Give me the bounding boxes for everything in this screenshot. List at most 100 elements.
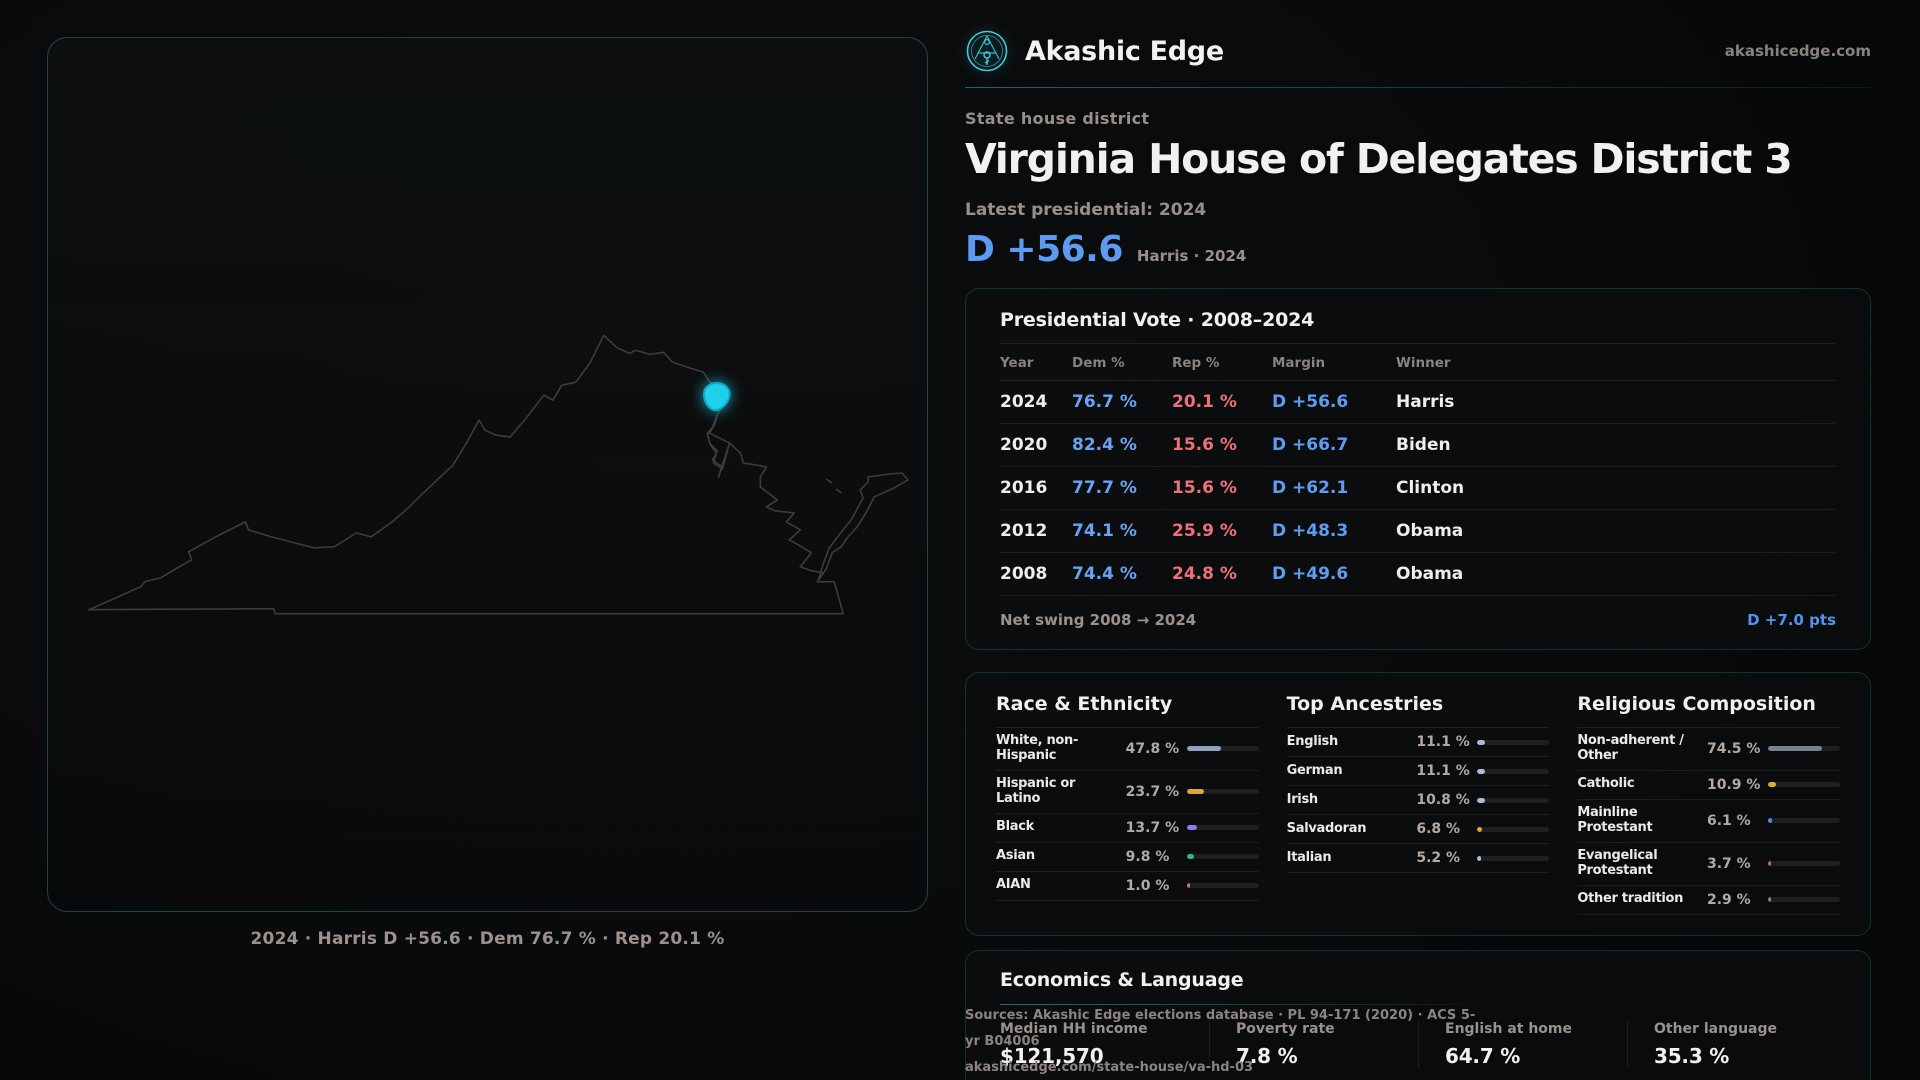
bay-islands [825, 478, 842, 494]
virginia-outline [88, 334, 844, 615]
econ-stat-1: Poverty rate 7.8 % [1209, 1020, 1418, 1068]
demo-row-race: Hispanic or Latino 23.7 % [996, 771, 1259, 814]
demo-bar-track [1186, 825, 1259, 831]
demo-bar-track [1477, 797, 1550, 803]
demo-bar-track [1186, 789, 1259, 795]
akashic-emblem-icon [966, 30, 1008, 72]
demo-bar-track [1477, 768, 1550, 774]
demo-value: 1.0 % [1125, 877, 1170, 894]
demo-bar-fill [1767, 861, 1771, 867]
demo-label: Other tradition [1577, 891, 1684, 907]
pres-winner: Clinton [1396, 478, 1465, 498]
demo-row-ancestries: Italian 5.2 % [1286, 844, 1550, 873]
pres-year: 2012 [1000, 521, 1048, 541]
demo-bar-track [1186, 746, 1259, 752]
pres-table-row: 2008 74.4 % 24.8 % D +49.6 Obama [1000, 553, 1836, 596]
econ-stat-label: English at home [1445, 1020, 1573, 1037]
econ-stat-2: English at home 64.7 % [1418, 1020, 1627, 1068]
demo-row-religion: Mainline Protestant 6.1 % [1577, 800, 1840, 843]
net-swing-value: D +7.0 pts [1747, 611, 1836, 629]
demo-bar-track [1186, 854, 1259, 860]
demo-value: 13.7 % [1125, 819, 1180, 836]
demo-bar-track [1767, 782, 1840, 788]
econ-stat-label: Other language [1654, 1020, 1777, 1037]
demo-value: 10.8 % [1416, 792, 1470, 808]
econ-stat-value: $121,570 [1000, 1043, 1104, 1068]
brand-name: Akashic Edge [1025, 35, 1224, 67]
net-swing-label: Net swing 2008 → 2024 [1000, 611, 1197, 629]
demo-value: 6.1 % [1706, 812, 1751, 829]
district-type-label: State house district [965, 109, 1150, 128]
margin-context: Harris · 2024 [1136, 247, 1247, 265]
latest-presidential-label: Latest presidential: 2024 [965, 200, 1207, 220]
demo-value: 11.1 % [1416, 763, 1470, 779]
demo-value: 23.7 % [1125, 783, 1180, 800]
demo-label: Non-adherent / Other [1577, 733, 1684, 763]
card-divider [1000, 343, 1836, 344]
econ-stat-label: Median HH income [1000, 1020, 1148, 1037]
demo-section-title: Top Ancestries [1286, 693, 1444, 715]
header-divider [965, 87, 1871, 88]
demo-label: Irish [1286, 791, 1319, 807]
demo-row-religion: Non-adherent / Other 74.5 % [1577, 728, 1840, 771]
demo-row-race: Asian 9.8 % [996, 843, 1259, 872]
demo-label: English [1286, 733, 1339, 749]
presidential-table-header: Year Dem % Rep % Margin Winner [1000, 344, 1836, 381]
demo-label: White, non-Hispanic [996, 733, 1079, 763]
pres-margin: D +56.6 [1272, 392, 1349, 412]
econ-stat-value: 35.3 % [1654, 1043, 1730, 1068]
demo-bar-fill [1767, 818, 1773, 824]
pres-col-header-2: Rep % [1172, 355, 1220, 371]
demo-bar-track [1477, 739, 1550, 745]
demo-section-race: Race & Ethnicity White, non-Hispanic 47.8 … [996, 693, 1259, 915]
demo-value: 9.8 % [1125, 848, 1170, 865]
pres-rep-pct: 24.8 % [1172, 564, 1237, 584]
pres-year: 2024 [1000, 392, 1048, 412]
econ-stats: Median HH income $121,570 Poverty rate 7.8 … [1000, 1020, 1836, 1068]
domain-link[interactable]: akashicedge.com [1724, 42, 1871, 60]
pres-rep-pct: 15.6 % [1172, 435, 1237, 455]
margin-headline: D +56.6 Harris · 2024 [965, 229, 1871, 270]
demo-row-ancestries: Irish 10.8 % [1286, 786, 1550, 815]
demo-value: 2.9 % [1706, 891, 1751, 908]
econ-stat-3: Other language 35.3 % [1627, 1020, 1836, 1068]
pres-year: 2016 [1000, 478, 1048, 498]
district-map-panel [47, 37, 928, 912]
detail-panel: Akashic Edge akashicedge.com State house… [965, 28, 1871, 1080]
demo-bar-track [1767, 897, 1840, 903]
demo-bar-fill [1477, 797, 1486, 803]
econ-stat-label: Poverty rate [1236, 1020, 1335, 1037]
virginia-map [88, 334, 909, 615]
net-swing-row: Net swing 2008 → 2024 D +7.0 pts [1000, 596, 1836, 629]
pres-margin: D +49.6 [1272, 564, 1349, 584]
demo-row-race: Black 13.7 % [996, 814, 1259, 843]
demo-bar-fill [1477, 826, 1483, 832]
demo-label: Asian [996, 848, 1035, 864]
economics-card: Economics & Language Median HH income $12… [965, 949, 1871, 1080]
pres-dem-pct: 76.7 % [1072, 392, 1137, 412]
demo-label: German [1286, 762, 1343, 778]
pres-col-header-3: Margin [1272, 355, 1326, 371]
district-3-highlight [702, 381, 731, 412]
demo-row-religion: Evangelical Protestant 3.7 % [1577, 843, 1840, 886]
demo-value: 3.7 % [1706, 855, 1751, 872]
pres-winner: Obama [1396, 564, 1464, 584]
pres-year: 2020 [1000, 435, 1048, 455]
demo-section-title: Race & Ethnicity [996, 693, 1173, 715]
econ-stat-0: Median HH income $121,570 [1000, 1021, 1209, 1068]
demo-row-religion: Other tradition 2.9 % [1577, 886, 1840, 915]
demo-row-ancestries: German 11.1 % [1286, 757, 1550, 786]
demo-row-ancestries: Salvadoran 6.8 % [1286, 815, 1550, 844]
demo-bar-track [1477, 855, 1550, 861]
demo-bar-fill [1186, 883, 1190, 889]
pres-table-row: 2020 82.4 % 15.6 % D +66.7 Biden [1000, 424, 1836, 467]
pres-dem-pct: 77.7 % [1072, 478, 1137, 498]
pres-table-row: 2016 77.7 % 15.6 % D +62.1 Clinton [1000, 467, 1836, 510]
economics-card-title: Economics & Language [1000, 968, 1244, 991]
econ-stat-value: 7.8 % [1236, 1043, 1298, 1068]
site-header: Akashic Edge akashicedge.com [965, 28, 1871, 74]
demographics-grid: Race & Ethnicity White, non-Hispanic 47.8 … [996, 693, 1840, 915]
pres-rep-pct: 25.9 % [1172, 521, 1237, 541]
presidential-card-title: Presidential Vote · 2008–2024 [1000, 309, 1315, 331]
demo-bar-track [1767, 861, 1840, 867]
